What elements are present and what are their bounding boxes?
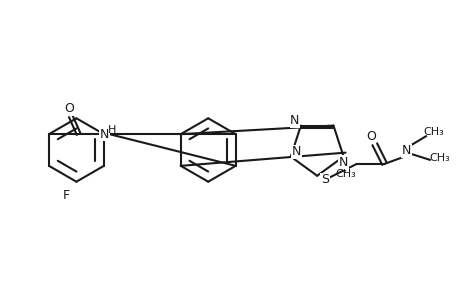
Text: O: O [64, 102, 73, 115]
Text: CH₃: CH₃ [335, 169, 355, 179]
Text: O: O [366, 130, 376, 142]
Text: N: N [401, 145, 410, 158]
Text: H: H [108, 125, 116, 135]
Text: CH₃: CH₃ [423, 127, 443, 137]
Text: N: N [291, 145, 301, 158]
Text: N: N [338, 156, 347, 169]
Text: N: N [100, 128, 109, 141]
Text: CH₃: CH₃ [429, 153, 449, 163]
Text: N: N [290, 114, 299, 127]
Text: F: F [63, 189, 70, 202]
Text: S: S [320, 173, 328, 186]
